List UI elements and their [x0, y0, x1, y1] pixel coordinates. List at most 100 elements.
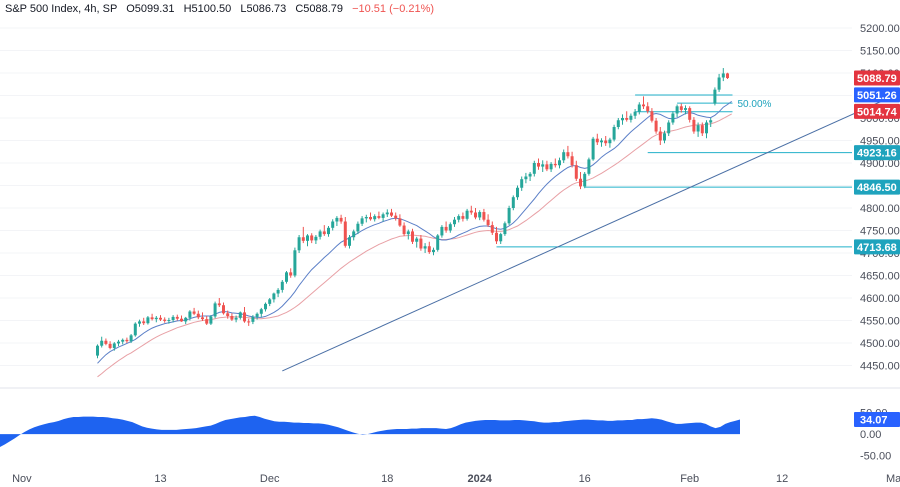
candle[interactable] — [175, 314, 179, 321]
candle[interactable] — [490, 221, 494, 236]
candle[interactable] — [406, 229, 410, 240]
candle[interactable] — [461, 212, 465, 222]
candle[interactable] — [516, 185, 519, 200]
candle[interactable] — [167, 317, 171, 324]
candle[interactable] — [171, 315, 175, 323]
candle[interactable] — [671, 111, 675, 125]
candle[interactable] — [100, 336, 104, 348]
candle[interactable] — [432, 247, 435, 256]
candle[interactable] — [159, 315, 162, 321]
candlesticks[interactable] — [96, 68, 729, 359]
candle[interactable] — [276, 288, 280, 298]
candle[interactable] — [486, 214, 490, 227]
candle[interactable] — [394, 212, 398, 221]
candle[interactable] — [352, 229, 356, 241]
candle[interactable] — [213, 301, 217, 319]
candle[interactable] — [503, 221, 507, 236]
candle[interactable] — [679, 103, 683, 113]
candle[interactable] — [411, 228, 414, 244]
candle[interactable] — [230, 313, 234, 321]
candle[interactable] — [205, 316, 209, 325]
candle[interactable] — [335, 216, 339, 226]
candle[interactable] — [96, 344, 99, 359]
candle[interactable] — [226, 310, 230, 319]
candle[interactable] — [566, 145, 570, 159]
candle[interactable] — [255, 312, 259, 320]
candle[interactable] — [419, 235, 423, 251]
candle[interactable] — [243, 307, 246, 323]
candle[interactable] — [541, 160, 545, 172]
candle[interactable] — [146, 316, 150, 325]
candle[interactable] — [507, 205, 511, 226]
candle[interactable] — [637, 102, 641, 115]
candle[interactable] — [692, 117, 696, 134]
candle[interactable] — [528, 172, 532, 181]
candle[interactable] — [188, 310, 192, 321]
candle[interactable] — [327, 226, 330, 237]
candle[interactable] — [154, 316, 158, 323]
candle[interactable] — [579, 172, 582, 190]
candle[interactable] — [482, 208, 486, 222]
candle[interactable] — [658, 127, 662, 145]
candle[interactable] — [180, 315, 183, 322]
candle[interactable] — [705, 120, 708, 139]
candle[interactable] — [268, 298, 272, 307]
candle[interactable] — [322, 225, 326, 236]
candle[interactable] — [142, 317, 146, 325]
candle[interactable] — [310, 233, 314, 244]
candle[interactable] — [285, 271, 288, 284]
candle[interactable] — [339, 214, 343, 224]
candle[interactable] — [343, 217, 347, 248]
candle[interactable] — [448, 222, 452, 233]
candle[interactable] — [104, 338, 108, 346]
candle[interactable] — [108, 341, 112, 350]
candle[interactable] — [520, 176, 524, 191]
candle[interactable] — [297, 235, 301, 253]
candle[interactable] — [629, 113, 633, 123]
candle[interactable] — [545, 160, 549, 172]
candle[interactable] — [537, 158, 540, 170]
candle[interactable] — [600, 138, 603, 147]
candle[interactable] — [222, 302, 225, 315]
candle[interactable] — [440, 225, 444, 238]
candle[interactable] — [621, 114, 624, 125]
candle[interactable] — [474, 208, 477, 220]
candle[interactable] — [192, 307, 196, 316]
candle[interactable] — [574, 160, 578, 181]
candle[interactable] — [608, 137, 612, 148]
candle[interactable] — [251, 315, 255, 325]
candle[interactable] — [436, 234, 440, 252]
candle[interactable] — [721, 68, 725, 82]
candle[interactable] — [163, 317, 167, 323]
candle[interactable] — [465, 208, 469, 221]
candle[interactable] — [604, 136, 608, 146]
candle[interactable] — [289, 268, 293, 278]
candle[interactable] — [272, 292, 276, 303]
candle[interactable] — [150, 313, 154, 321]
candle[interactable] — [125, 337, 129, 343]
candle[interactable] — [696, 122, 700, 137]
candle[interactable] — [717, 73, 721, 92]
symbol-title[interactable]: S&P 500 Index, 4h, SP — [5, 3, 117, 15]
candle[interactable] — [314, 235, 318, 244]
candle[interactable] — [650, 108, 654, 123]
candle[interactable] — [306, 234, 309, 247]
candle[interactable] — [318, 229, 322, 240]
candle[interactable] — [377, 211, 381, 220]
candle[interactable] — [633, 109, 637, 119]
candle[interactable] — [726, 72, 729, 79]
candle[interactable] — [356, 221, 360, 235]
candle[interactable] — [264, 302, 267, 312]
candle[interactable] — [234, 315, 238, 323]
candle[interactable] — [675, 104, 679, 118]
candle[interactable] — [217, 298, 221, 307]
candle[interactable] — [390, 208, 393, 217]
candle[interactable] — [184, 316, 188, 325]
candle[interactable] — [280, 280, 284, 293]
candle[interactable] — [583, 172, 587, 189]
candle[interactable] — [562, 149, 566, 164]
candle[interactable] — [293, 247, 297, 278]
candle[interactable] — [646, 102, 650, 114]
candle[interactable] — [667, 120, 671, 136]
candle[interactable] — [402, 222, 406, 236]
